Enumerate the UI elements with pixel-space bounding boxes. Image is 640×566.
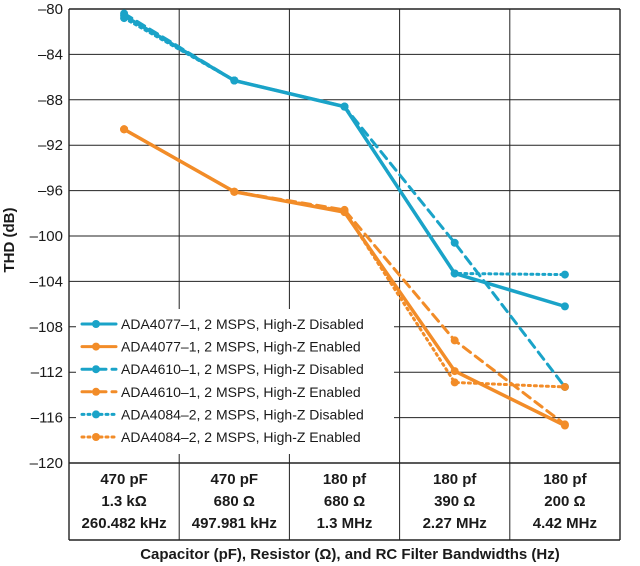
y-tick-label: –112 — [31, 364, 63, 381]
series-line — [122, 14, 567, 309]
y-tick-label: –100 — [30, 228, 63, 245]
x-category-label: 470 pF — [100, 471, 148, 488]
data-point — [230, 187, 239, 196]
data-point — [450, 367, 459, 376]
legend-box — [76, 309, 394, 454]
x-category-label: 390 Ω — [434, 493, 475, 510]
series-5 — [120, 14, 569, 279]
legend-item: ADA4077–1, 2 MSPS, High-Z Enabled — [80, 339, 361, 355]
legend-marker — [92, 342, 100, 351]
legend-label: ADA4077–1, 2 MSPS, High-Z Enabled — [121, 339, 361, 355]
y-tick-label: –96 — [38, 183, 63, 200]
data-point — [560, 382, 569, 391]
data-point — [340, 102, 349, 111]
data-point — [560, 270, 569, 279]
legend-item: ADA4084–2, 2 MSPS, High-Z Disabled — [80, 406, 364, 422]
legend-marker — [92, 433, 100, 441]
data-point — [450, 336, 459, 345]
y-axis-label: THD (dB) — [1, 208, 18, 273]
legend-marker — [92, 365, 100, 374]
y-tick-label: –108 — [30, 319, 63, 336]
x-category-label: 180 pf — [433, 471, 477, 488]
y-tick-label: –104 — [30, 273, 63, 290]
x-axis-label: Capacitor (pF), Resistor (Ω), and RC Fil… — [140, 546, 560, 563]
data-point — [120, 14, 129, 23]
data-point — [560, 302, 569, 311]
legend-marker — [92, 410, 100, 419]
data-point — [230, 76, 239, 85]
y-tick-label: –88 — [38, 92, 63, 109]
y-tick-label: –120 — [30, 455, 63, 472]
y-tick-label: –116 — [31, 410, 63, 427]
series-6 — [120, 125, 569, 391]
x-category-label: 470 pF — [211, 471, 259, 488]
x-category-label: 180 pf — [543, 471, 587, 488]
x-category-label: 1.3 MHz — [317, 515, 373, 532]
legend-marker — [92, 387, 100, 396]
legend-label: ADA4084–2, 2 MSPS, High-Z Enabled — [121, 429, 361, 445]
y-tick-label: –84 — [38, 46, 63, 63]
data-point — [340, 207, 349, 216]
x-category-label: 1.3 kΩ — [101, 493, 146, 510]
data-point — [450, 238, 459, 247]
series-1 — [120, 11, 569, 311]
legend-item: ADA4610–1, 2 MSPS, High-Z Enabled — [80, 384, 361, 400]
x-category-label: 680 Ω — [324, 493, 365, 510]
x-category-label: 180 pf — [323, 471, 367, 488]
legend-item: ADA4610–1, 2 MSPS, High-Z Disabled — [80, 361, 364, 377]
legend-item: ADA4077–1, 2 MSPS, High-Z Disabled — [80, 316, 364, 332]
x-category-label: 2.27 MHz — [423, 515, 487, 532]
x-category-label: 497.981 kHz — [192, 515, 277, 532]
data-point — [450, 269, 459, 278]
y-tick-label: –80 — [38, 1, 63, 18]
legend-label: ADA4610–1, 2 MSPS, High-Z Enabled — [121, 384, 361, 400]
y-axis-ticks: –80 –84 –88 –92 –96 –100 –104 –108 –112 –116 –120 — [30, 1, 63, 472]
x-category-label: 680 Ω — [214, 493, 255, 510]
legend-label: ADA4084–2, 2 MSPS, High-Z Disabled — [121, 406, 364, 422]
data-point — [450, 378, 459, 387]
x-category-label: 4.42 MHz — [533, 515, 597, 532]
x-category-label: 260.482 kHz — [82, 515, 167, 532]
x-category-label: 200 Ω — [544, 493, 585, 510]
data-point — [120, 125, 129, 134]
data-series — [120, 9, 569, 430]
legend: ADA4077–1, 2 MSPS, High-Z Disabled ADA407… — [76, 309, 394, 454]
y-tick-label: –92 — [38, 137, 63, 154]
data-point — [560, 420, 569, 429]
x-axis-categories: 470 pF 1.3 kΩ 260.482 kHz 470 pF 680 Ω 497.98… — [82, 471, 597, 532]
legend-label: ADA4610–1, 2 MSPS, High-Z Disabled — [121, 361, 364, 377]
legend-marker — [92, 320, 100, 328]
legend-item: ADA4084–2, 2 MSPS, High-Z Enabled — [80, 429, 361, 445]
legend-label: ADA4077–1, 2 MSPS, High-Z Disabled — [121, 316, 364, 332]
